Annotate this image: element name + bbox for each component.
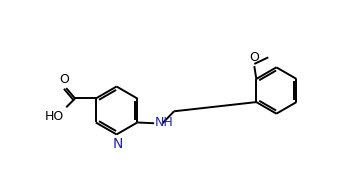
Text: HO: HO — [45, 110, 64, 123]
Text: O: O — [60, 73, 70, 86]
Text: O: O — [249, 51, 259, 64]
Text: NH: NH — [155, 116, 174, 129]
Text: N: N — [113, 137, 123, 151]
